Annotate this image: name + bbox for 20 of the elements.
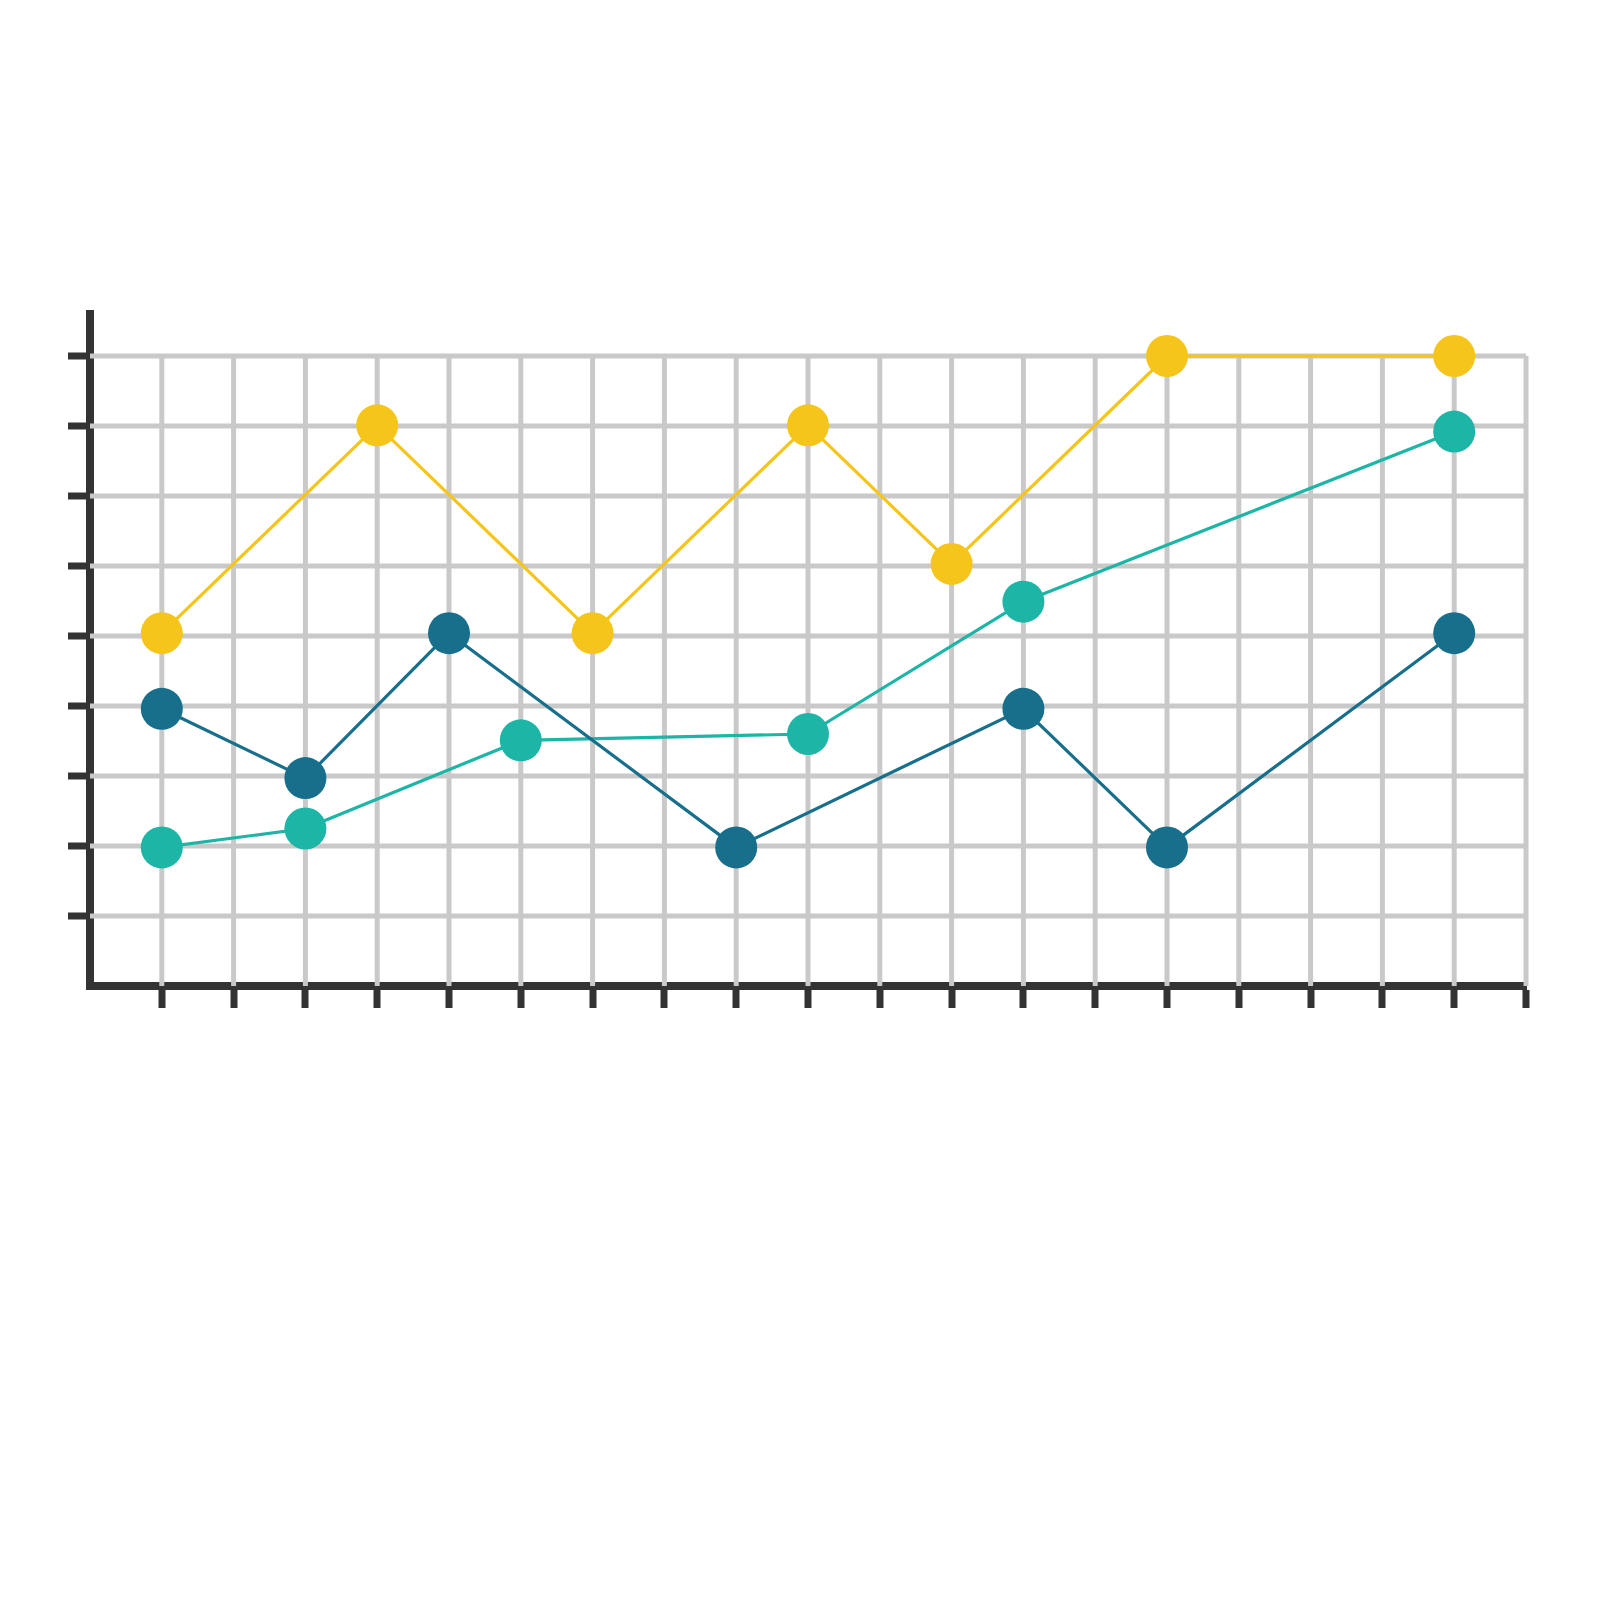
point — [715, 826, 758, 869]
point — [140, 612, 183, 655]
point — [140, 687, 183, 730]
point — [787, 713, 829, 755]
point — [499, 719, 542, 762]
point — [1002, 580, 1045, 623]
point — [930, 542, 973, 585]
point — [284, 757, 327, 800]
point — [1433, 612, 1476, 655]
point — [428, 612, 470, 655]
point — [140, 826, 183, 869]
point — [1433, 410, 1476, 453]
point — [1146, 826, 1188, 869]
point — [1433, 335, 1476, 377]
point — [1002, 687, 1045, 730]
point — [356, 404, 399, 447]
point — [787, 404, 829, 447]
point — [1146, 335, 1188, 377]
point — [284, 807, 327, 850]
point — [571, 612, 614, 655]
